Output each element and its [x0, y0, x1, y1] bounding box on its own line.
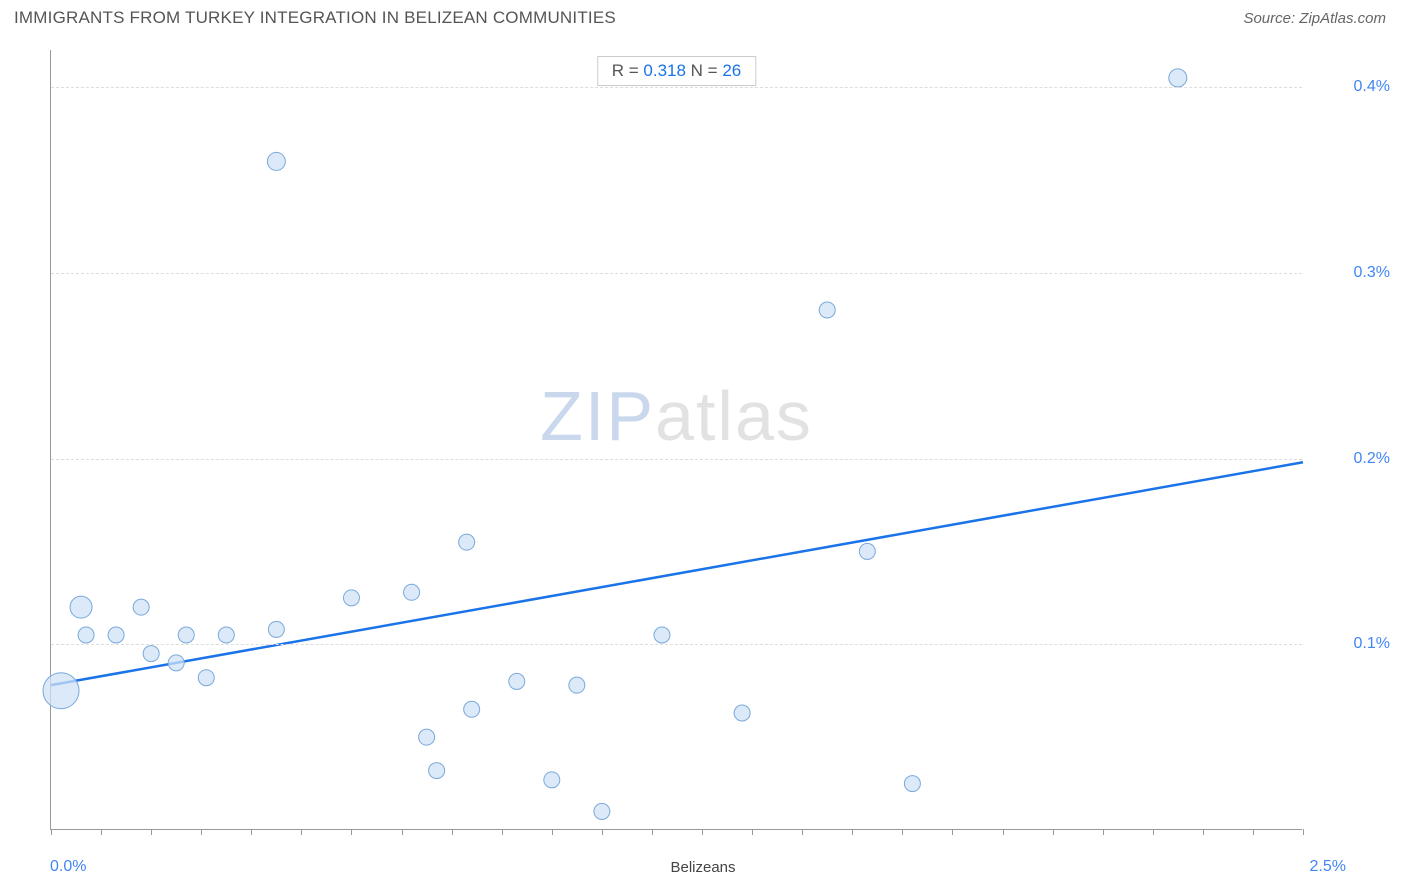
header-bar: IMMIGRANTS FROM TURKEY INTEGRATION IN BE…	[0, 0, 1406, 32]
trend-line	[51, 462, 1303, 685]
x-tick	[452, 829, 453, 835]
gridline-h	[51, 459, 1302, 460]
y-tick-label: 0.3%	[1354, 264, 1390, 282]
x-tick	[1203, 829, 1204, 835]
scatter-point	[654, 627, 670, 643]
gridline-h	[51, 273, 1302, 274]
scatter-point	[819, 302, 835, 318]
y-tick-label: 0.2%	[1354, 450, 1390, 468]
gridline-h	[51, 87, 1302, 88]
x-tick	[802, 829, 803, 835]
x-tick	[351, 829, 352, 835]
source-attribution: Source: ZipAtlas.com	[1243, 10, 1386, 27]
scatter-point	[509, 673, 525, 689]
x-tick	[402, 829, 403, 835]
x-max-label: 2.5%	[1310, 858, 1346, 876]
scatter-point	[419, 729, 435, 745]
x-tick	[852, 829, 853, 835]
x-tick	[1153, 829, 1154, 835]
x-tick	[602, 829, 603, 835]
scatter-point	[404, 584, 420, 600]
scatter-point	[1169, 69, 1187, 87]
y-tick-label: 0.4%	[1354, 78, 1390, 96]
scatter-point	[218, 627, 234, 643]
scatter-point	[198, 670, 214, 686]
x-tick	[952, 829, 953, 835]
x-tick	[702, 829, 703, 835]
scatter-point	[569, 677, 585, 693]
scatter-point	[268, 621, 284, 637]
chart-title: IMMIGRANTS FROM TURKEY INTEGRATION IN BE…	[14, 8, 616, 28]
x-tick	[1253, 829, 1254, 835]
x-tick	[101, 829, 102, 835]
scatter-svg	[51, 50, 1302, 829]
x-tick	[652, 829, 653, 835]
x-tick	[251, 829, 252, 835]
x-tick	[752, 829, 753, 835]
scatter-point	[78, 627, 94, 643]
gridline-h	[51, 644, 1302, 645]
x-tick	[502, 829, 503, 835]
x-axis-label: Belizeans	[670, 859, 735, 876]
scatter-point	[734, 705, 750, 721]
x-tick	[1003, 829, 1004, 835]
scatter-point	[168, 655, 184, 671]
x-tick	[902, 829, 903, 835]
scatter-point	[108, 627, 124, 643]
scatter-point	[343, 590, 359, 606]
scatter-point	[459, 534, 475, 550]
scatter-point	[544, 772, 560, 788]
scatter-point	[904, 776, 920, 792]
x-tick	[151, 829, 152, 835]
x-tick	[51, 829, 52, 835]
x-tick	[552, 829, 553, 835]
plot-area: R = 0.318 N = 26 ZIPatlas	[50, 50, 1302, 830]
scatter-point	[143, 646, 159, 662]
scatter-point	[267, 152, 285, 170]
scatter-point	[594, 803, 610, 819]
x-tick	[1303, 829, 1304, 835]
x-tick	[1053, 829, 1054, 835]
x-min-label: 0.0%	[50, 858, 86, 876]
x-tick	[1103, 829, 1104, 835]
scatter-point	[178, 627, 194, 643]
y-tick-label: 0.1%	[1354, 635, 1390, 653]
scatter-point	[429, 763, 445, 779]
scatter-point	[859, 543, 875, 559]
scatter-point	[133, 599, 149, 615]
x-tick	[301, 829, 302, 835]
scatter-point	[70, 596, 92, 618]
x-tick	[201, 829, 202, 835]
scatter-point	[464, 701, 480, 717]
scatter-point	[43, 673, 79, 709]
